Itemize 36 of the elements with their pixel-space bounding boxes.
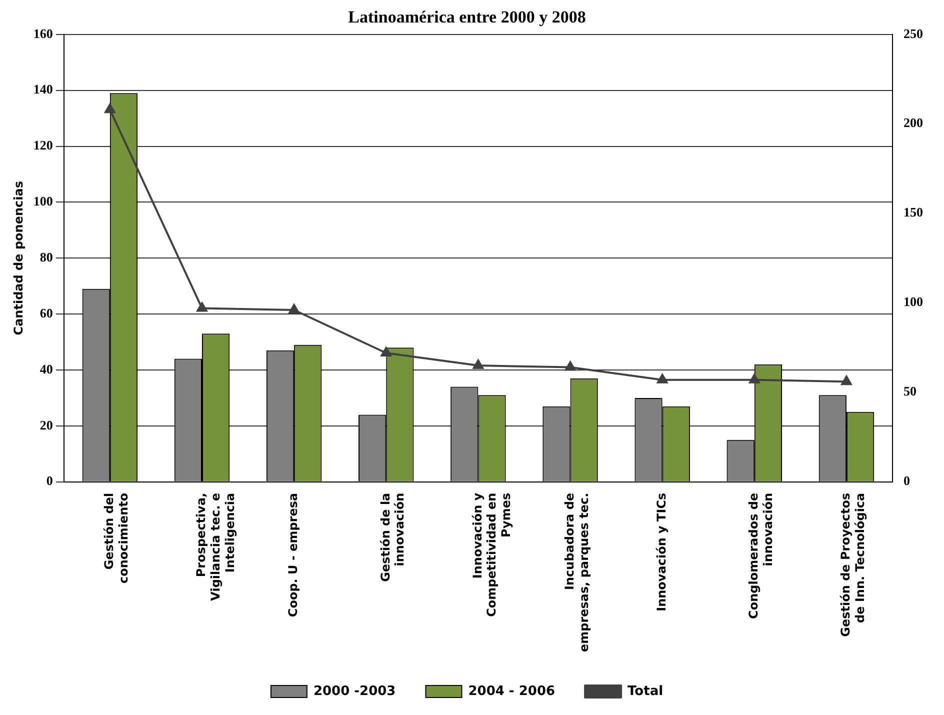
y2-tick-label: 50 (904, 384, 916, 399)
y-tick-label: 60 (40, 305, 53, 320)
point (196, 302, 208, 312)
point (841, 376, 852, 386)
y-tick-label: 0 (46, 473, 53, 488)
point (657, 374, 668, 384)
y-tick-label: 140 (33, 82, 53, 97)
x-tick-label: Conglomerados de innovación (746, 492, 775, 619)
y-tick-label: 80 (40, 249, 53, 264)
x-tick-label: Gestión del conocimiento (102, 492, 130, 584)
legend-label: Total (628, 684, 664, 699)
x-tick-label: Incubadora de empresas, parques tec. (562, 492, 591, 652)
point (749, 374, 760, 384)
x-tick-label: Coop. U - empresa (286, 492, 300, 618)
y-tick-label: 100 (33, 194, 53, 209)
point (380, 346, 392, 356)
point (564, 361, 576, 371)
point (288, 304, 300, 314)
y2-tick-label: 150 (904, 204, 923, 220)
y2-tick-label: 0 (904, 473, 910, 488)
y-tick-label: 120 (33, 138, 53, 153)
y-axis-title: Cantidad de ponencias (11, 181, 26, 336)
y-tick-label: 40 (40, 361, 53, 376)
point (472, 360, 484, 370)
point (104, 104, 116, 114)
x-tick-label: Innovación y Competitividad en Pymes (470, 492, 514, 617)
y2-tick-label: 100 (904, 294, 923, 310)
legend-label: 2000 -2003 (313, 684, 396, 699)
y-tick-label: 20 (40, 417, 53, 432)
y2-tick-label: 250 (904, 26, 923, 41)
y2-tick-label: 200 (904, 115, 923, 130)
legend-label: 2004 - 2006 (468, 684, 556, 699)
x-tick-label: Gestión de la innovación (378, 492, 407, 582)
y-tick-label: 160 (33, 26, 53, 41)
chart-title: Latinoamérica entre 2000 y 2008 (348, 8, 586, 27)
x-tick-label: Innovación y TICs (654, 492, 668, 612)
